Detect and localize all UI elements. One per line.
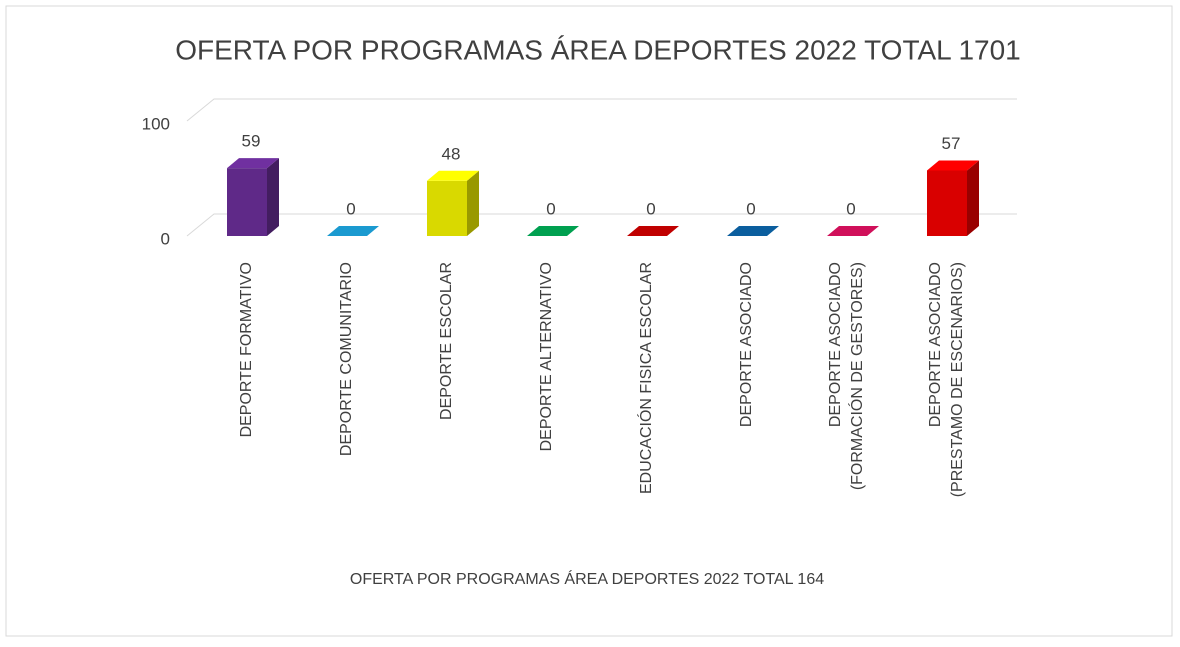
x-tick-label: DEPORTE ASOCIADO (PRESTAMO DE ESCENARIOS) — [927, 262, 966, 497]
x-tick-label: DEPORTE ASOCIADO — [738, 262, 755, 427]
x-tick-label-line: DEPORTE ESCOLAR — [438, 262, 455, 420]
bar-side — [467, 170, 479, 236]
x-tick-label-line: DEPORTE ASOCIADO — [827, 262, 844, 427]
data-label: 0 — [846, 199, 855, 218]
x-tick-label-line: EDUCACIÓN FISICA ESCOLAR — [636, 262, 655, 494]
bar — [827, 226, 879, 236]
x-tick-label-line: DEPORTE COMUNITARIO — [338, 262, 355, 456]
bar-top — [927, 160, 979, 171]
bar — [527, 226, 579, 236]
bar-top — [327, 226, 379, 236]
bar — [227, 158, 279, 236]
bar — [427, 170, 479, 236]
chart-title: OFERTA POR PROGRAMAS ÁREA DEPORTES 2022 … — [175, 34, 1021, 65]
bar-top — [727, 226, 779, 236]
data-label: 59 — [242, 132, 261, 151]
bar-top — [827, 226, 879, 236]
x-axis-title: OFERTA POR PROGRAMAS ÁREA DEPORTES 2022 … — [350, 569, 824, 588]
x-tick-label: DEPORTE ALTERNATIVO — [538, 262, 555, 451]
data-label: 0 — [746, 199, 755, 218]
x-tick-label: DEPORTE ASOCIADO (FORMACIÓN DE GESTORES) — [827, 262, 866, 490]
bar — [927, 160, 979, 236]
grid-line — [186, 98, 1017, 122]
bar-side — [267, 158, 279, 236]
data-label: 57 — [942, 134, 961, 153]
x-tick-label: DEPORTE COMUNITARIO — [338, 262, 355, 456]
x-tick-label-line: DEPORTE ASOCIADO — [738, 262, 755, 427]
x-tick-label: DEPORTE ESCOLAR — [438, 262, 455, 420]
x-tick-label: EDUCACIÓN FISICA ESCOLAR — [636, 262, 655, 494]
bar-side — [967, 160, 979, 236]
bar — [627, 226, 679, 236]
data-label: 48 — [442, 144, 461, 163]
bar-front — [227, 168, 267, 236]
bar-front — [927, 170, 967, 236]
bar-front — [427, 180, 467, 236]
bar-top — [527, 226, 579, 236]
bar — [727, 226, 779, 236]
bar-top — [227, 158, 279, 169]
x-tick-label-line: DEPORTE ALTERNATIVO — [538, 262, 555, 451]
bar-top — [627, 226, 679, 236]
data-label: 0 — [646, 199, 655, 218]
x-tick-label-line: DEPORTE FORMATIVO — [238, 262, 255, 437]
x-tick-label-line: (PRESTAMO DE ESCENARIOS) — [949, 262, 966, 497]
y-tick-label: 0 — [161, 229, 170, 248]
bar — [327, 226, 379, 236]
x-tick-label-line: DEPORTE ASOCIADO — [927, 262, 944, 427]
x-tick-label: DEPORTE FORMATIVO — [238, 262, 255, 437]
grid-line — [186, 213, 1017, 237]
data-label: 0 — [346, 199, 355, 218]
y-tick-label: 100 — [142, 114, 170, 133]
data-label: 0 — [546, 199, 555, 218]
bar-top — [427, 170, 479, 181]
chart-frame — [5, 5, 1173, 637]
x-tick-label-line: (FORMACIÓN DE GESTORES) — [847, 262, 866, 490]
